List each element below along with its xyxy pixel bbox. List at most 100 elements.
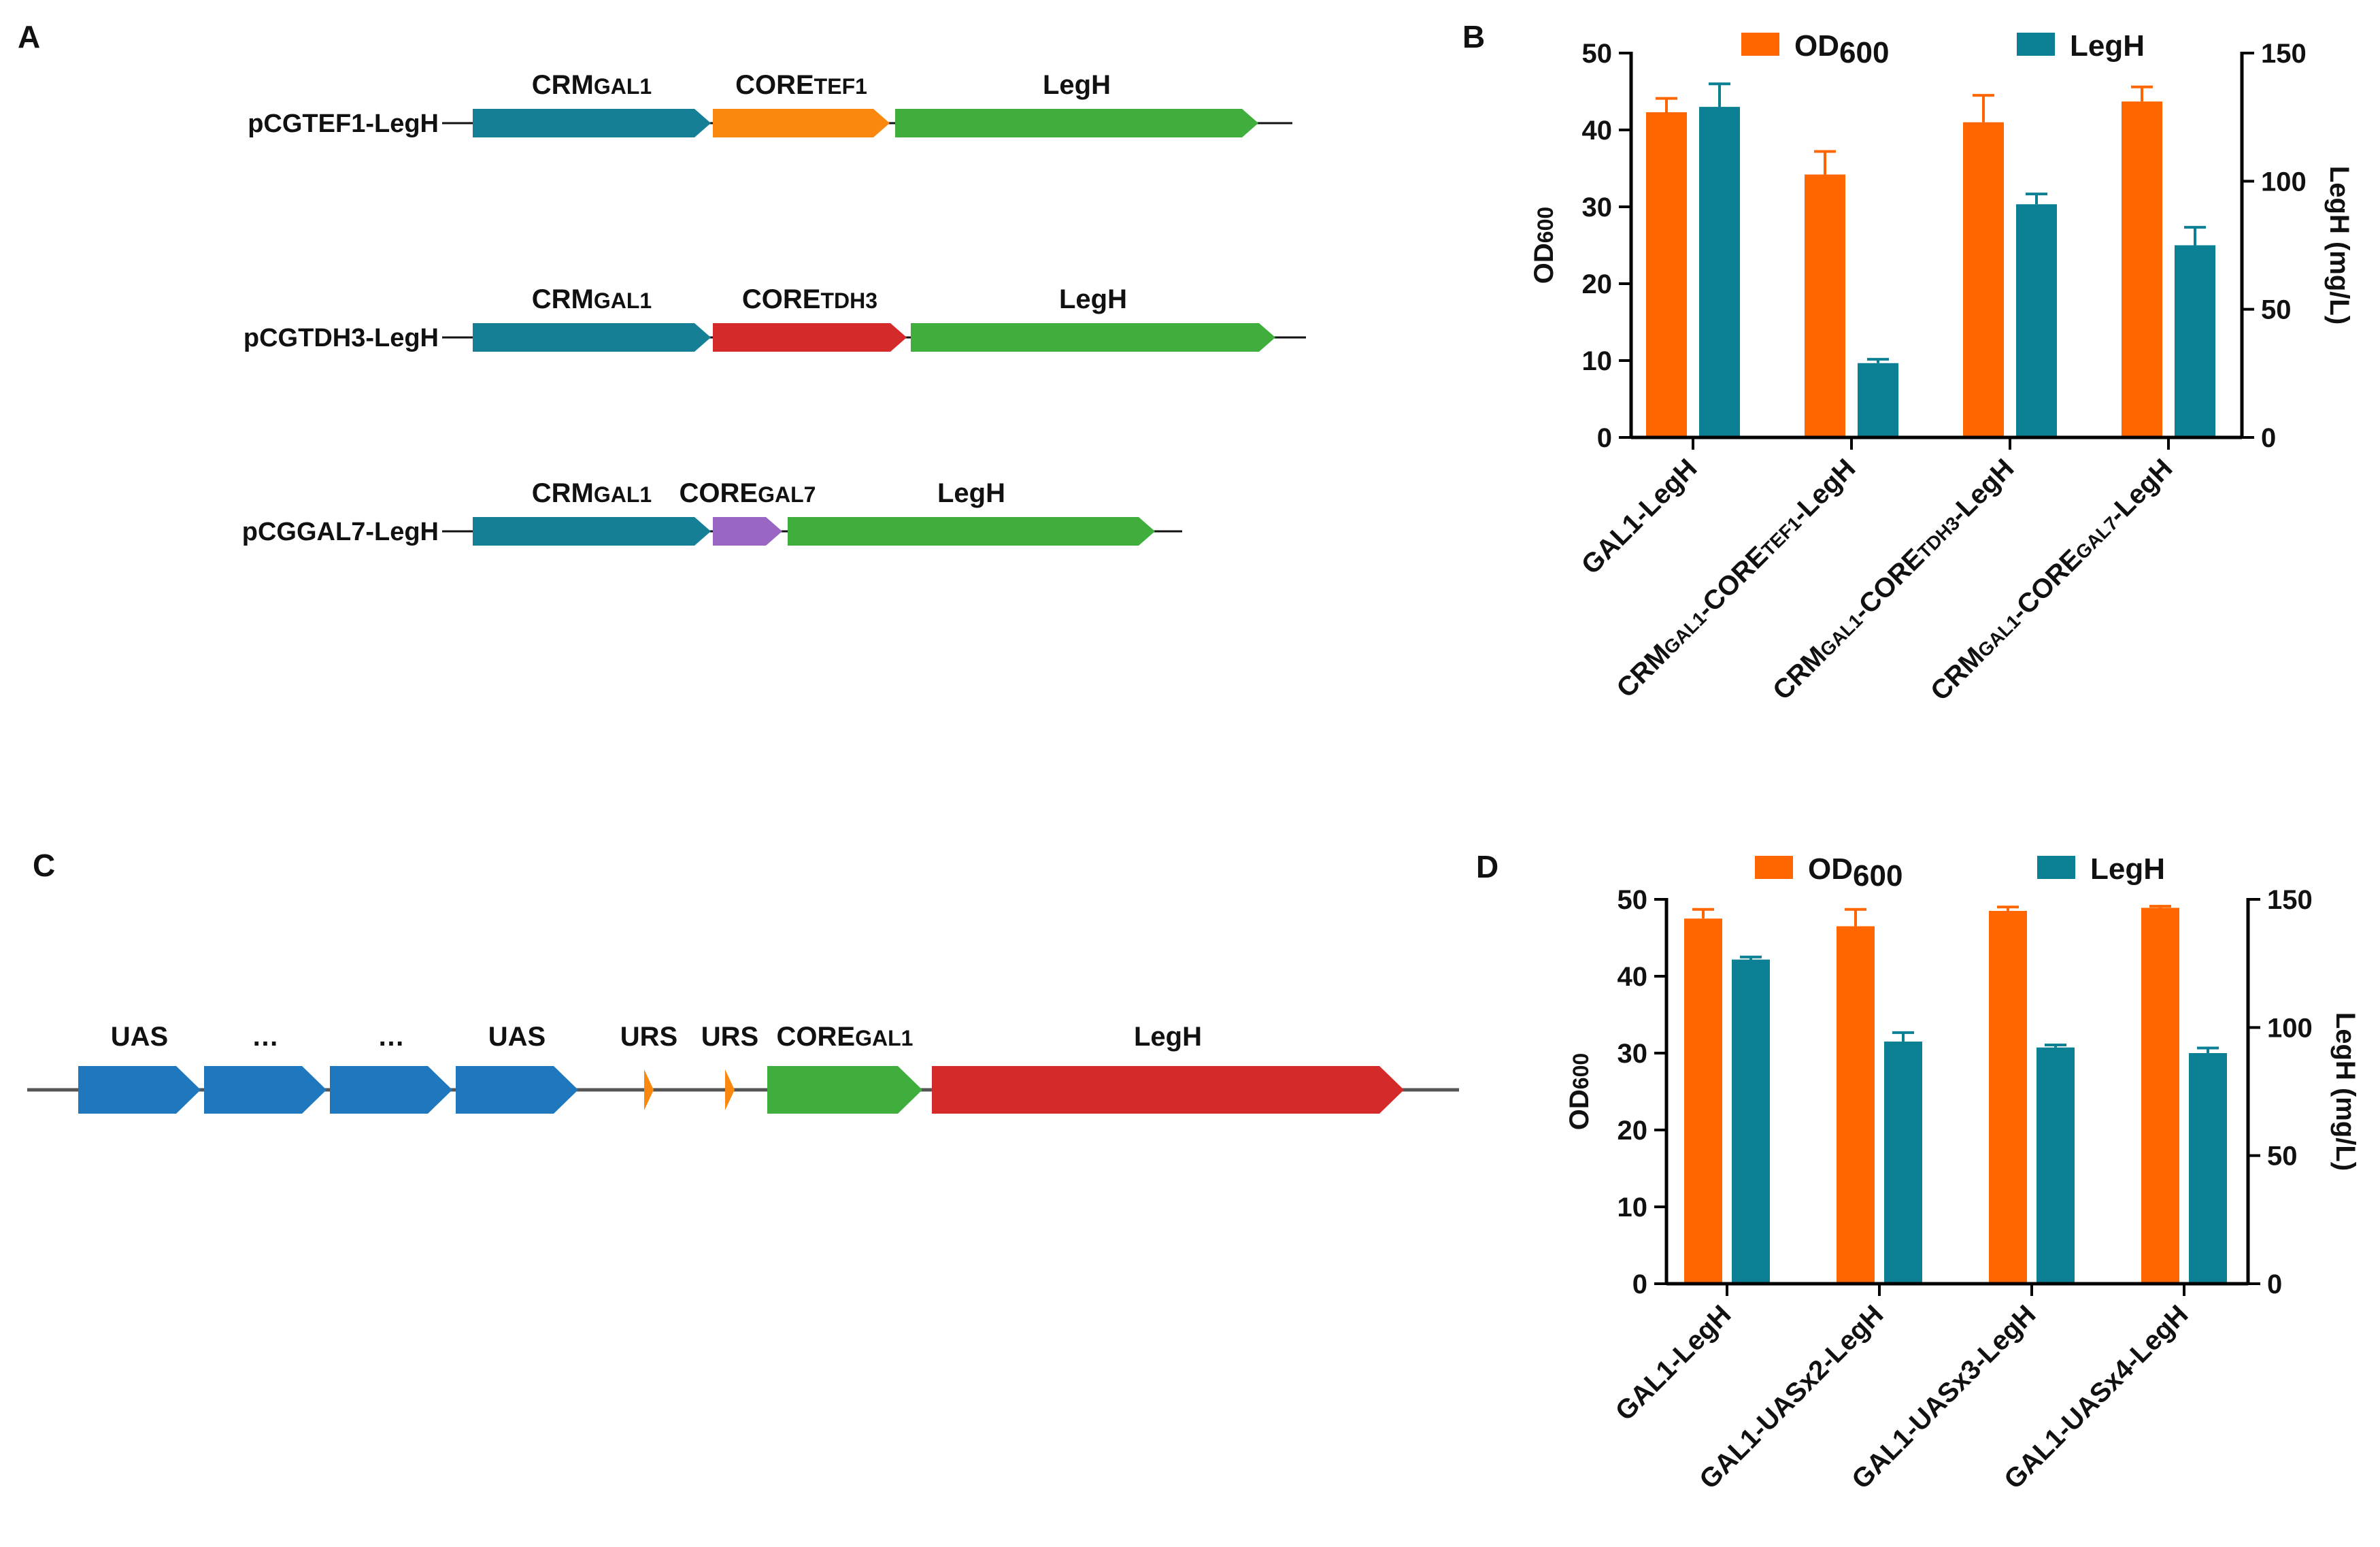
construct-part-arrow — [713, 323, 907, 352]
legend-swatch — [2017, 33, 2055, 56]
y-tick-label-left: 20 — [1582, 269, 1613, 299]
construct-name: pCGGAL7-LegH — [242, 518, 439, 546]
construct-part-label-sub: TDH3 — [821, 288, 878, 313]
y-tick-label-left: 0 — [1632, 1269, 1647, 1299]
construct-part-label-main: LegH — [937, 478, 1005, 508]
y-tick-label-left: 10 — [1582, 346, 1613, 376]
construct-part-label-main: CRM — [532, 284, 594, 314]
panel-c-construct: UAS … … UAS URS URS COREGAL1 LegH — [27, 1022, 1459, 1114]
bar — [1732, 959, 1770, 1284]
y-tick-label-left: 0 — [1597, 423, 1612, 453]
legend-label-main: OD — [1808, 852, 1853, 886]
construct-part-label: CRMGAL1 — [532, 70, 652, 100]
bar — [1989, 910, 2027, 1284]
panel-c-part-arrow — [78, 1066, 201, 1114]
construct-part-arrow — [473, 323, 711, 352]
y-tick-label-left: 30 — [1618, 1039, 1648, 1069]
panel-c-part-label: … — [378, 1022, 405, 1052]
y-tick-label-left: 30 — [1582, 193, 1613, 222]
y-tick-label-right: 0 — [2267, 1269, 2282, 1299]
bar — [1646, 112, 1687, 437]
legend-label: LegH — [2090, 852, 2165, 886]
panel-c-part-label: UAS — [111, 1022, 168, 1052]
construct-part-label: CRMGAL1 — [532, 478, 652, 508]
y-tick-label-left: 10 — [1618, 1193, 1648, 1222]
y-tick-label-right: 100 — [2267, 1013, 2313, 1043]
panel-label-a: A — [18, 19, 40, 54]
panel-c-part-arrow — [767, 1066, 922, 1114]
construct-part-label-main: CORE — [735, 70, 814, 100]
construct-part-arrow — [895, 109, 1258, 137]
bar — [2141, 908, 2179, 1284]
construct-part-label-sub: GAL7 — [758, 482, 816, 507]
construct-part-label: LegH — [1059, 284, 1127, 314]
panel-c-part-label: COREGAL1 — [777, 1022, 914, 1052]
panel-c-part-label-main: UAS — [111, 1022, 168, 1052]
panel-c-part-label: LegH — [1134, 1022, 1202, 1052]
legend-swatch — [2037, 856, 2075, 879]
y-tick-label-left: 20 — [1618, 1116, 1648, 1146]
bar — [1963, 122, 2004, 437]
chart-b: 01020304050050100150GAL1-LegHCRMGAL1-COR… — [1529, 29, 2354, 707]
y-axis-label-left-sub: 600 — [1569, 1053, 1593, 1089]
construct-part-label-main: LegH — [1043, 70, 1111, 100]
y-axis-label-left: OD600 — [1529, 207, 1559, 284]
panel-c-part-arrow — [456, 1066, 578, 1114]
panel-c-part-label-main: LegH — [1134, 1022, 1202, 1052]
y-tick-label-right: 150 — [2261, 39, 2307, 69]
panel-c-part-label-main: … — [378, 1022, 405, 1052]
panel-c-part-label: URS — [701, 1022, 758, 1052]
y-tick-label-left: 50 — [1618, 885, 1648, 915]
panel-c-part-label: … — [252, 1022, 279, 1052]
y-tick-label-left: 40 — [1618, 962, 1648, 992]
legend-label-sub: 600 — [1853, 859, 1903, 893]
y-tick-label-right: 50 — [2267, 1142, 2298, 1171]
bar — [1884, 1042, 1922, 1284]
legend-label-sub: 600 — [1839, 36, 1889, 69]
panel-c-part-label: URS — [620, 1022, 677, 1052]
y-tick-label-left: 40 — [1582, 116, 1613, 146]
panel-c-part-arrow — [330, 1066, 452, 1114]
legend-label: LegH — [2070, 29, 2145, 63]
construct-part-label-sub: GAL1 — [594, 74, 652, 99]
y-tick-label-right: 150 — [2267, 885, 2313, 915]
y-axis-label-left-sub: 600 — [1533, 207, 1558, 243]
panel-label-b: B — [1462, 19, 1485, 54]
panel-c-part-label: UAS — [488, 1022, 546, 1052]
construct-part-label: COREGAL7 — [680, 478, 816, 508]
panel-c-part-label-main: URS — [701, 1022, 758, 1052]
panel-c-part-arrow — [725, 1069, 735, 1110]
construct-part-label-sub: TEF1 — [814, 74, 867, 99]
y-tick-label-left: 50 — [1582, 39, 1613, 69]
construct-part-label: CORETEF1 — [735, 70, 867, 100]
panel-c-part-label-main: UAS — [488, 1022, 546, 1052]
construct-name: pCGTEF1-LegH — [248, 110, 439, 138]
x-tick-label-part: GAL1-LegH — [1576, 453, 1703, 580]
bar — [1699, 107, 1740, 437]
legend-label-main: OD — [1794, 29, 1839, 63]
y-tick-label-right: 50 — [2261, 295, 2292, 325]
x-tick-label-part: GAL1-LegH — [1610, 1299, 1737, 1427]
construct-part-label-main: CRM — [532, 70, 594, 100]
panel-c-part-label-main: URS — [620, 1022, 677, 1052]
panel-c-part-label-main: CORE — [777, 1022, 856, 1052]
x-tick-label: GAL1-LegH — [1576, 453, 1703, 580]
construct-part-arrow — [713, 517, 782, 546]
y-axis-label-right: LegH (mg/L) — [2330, 1012, 2360, 1171]
panel-c-part-arrow — [644, 1069, 654, 1110]
legend-label: OD600 — [1808, 852, 1903, 893]
bar — [1858, 363, 1898, 437]
construct-part-label: LegH — [937, 478, 1005, 508]
construct-part-label-sub: GAL1 — [594, 482, 652, 507]
panel-c-part-arrow — [204, 1066, 326, 1114]
y-axis-label-left-main: OD — [1529, 243, 1559, 284]
legend-swatch — [1741, 33, 1779, 56]
legend-label-main: LegH — [2090, 852, 2165, 886]
panel-c-part-label-main: … — [252, 1022, 279, 1052]
bar — [2175, 245, 2215, 437]
bar — [2122, 101, 2162, 437]
x-tick-label: GAL1-LegH — [1610, 1299, 1737, 1427]
panel-label-c: C — [33, 848, 55, 883]
y-tick-label-right: 100 — [2261, 167, 2307, 197]
y-tick-label-right: 0 — [2261, 423, 2276, 453]
